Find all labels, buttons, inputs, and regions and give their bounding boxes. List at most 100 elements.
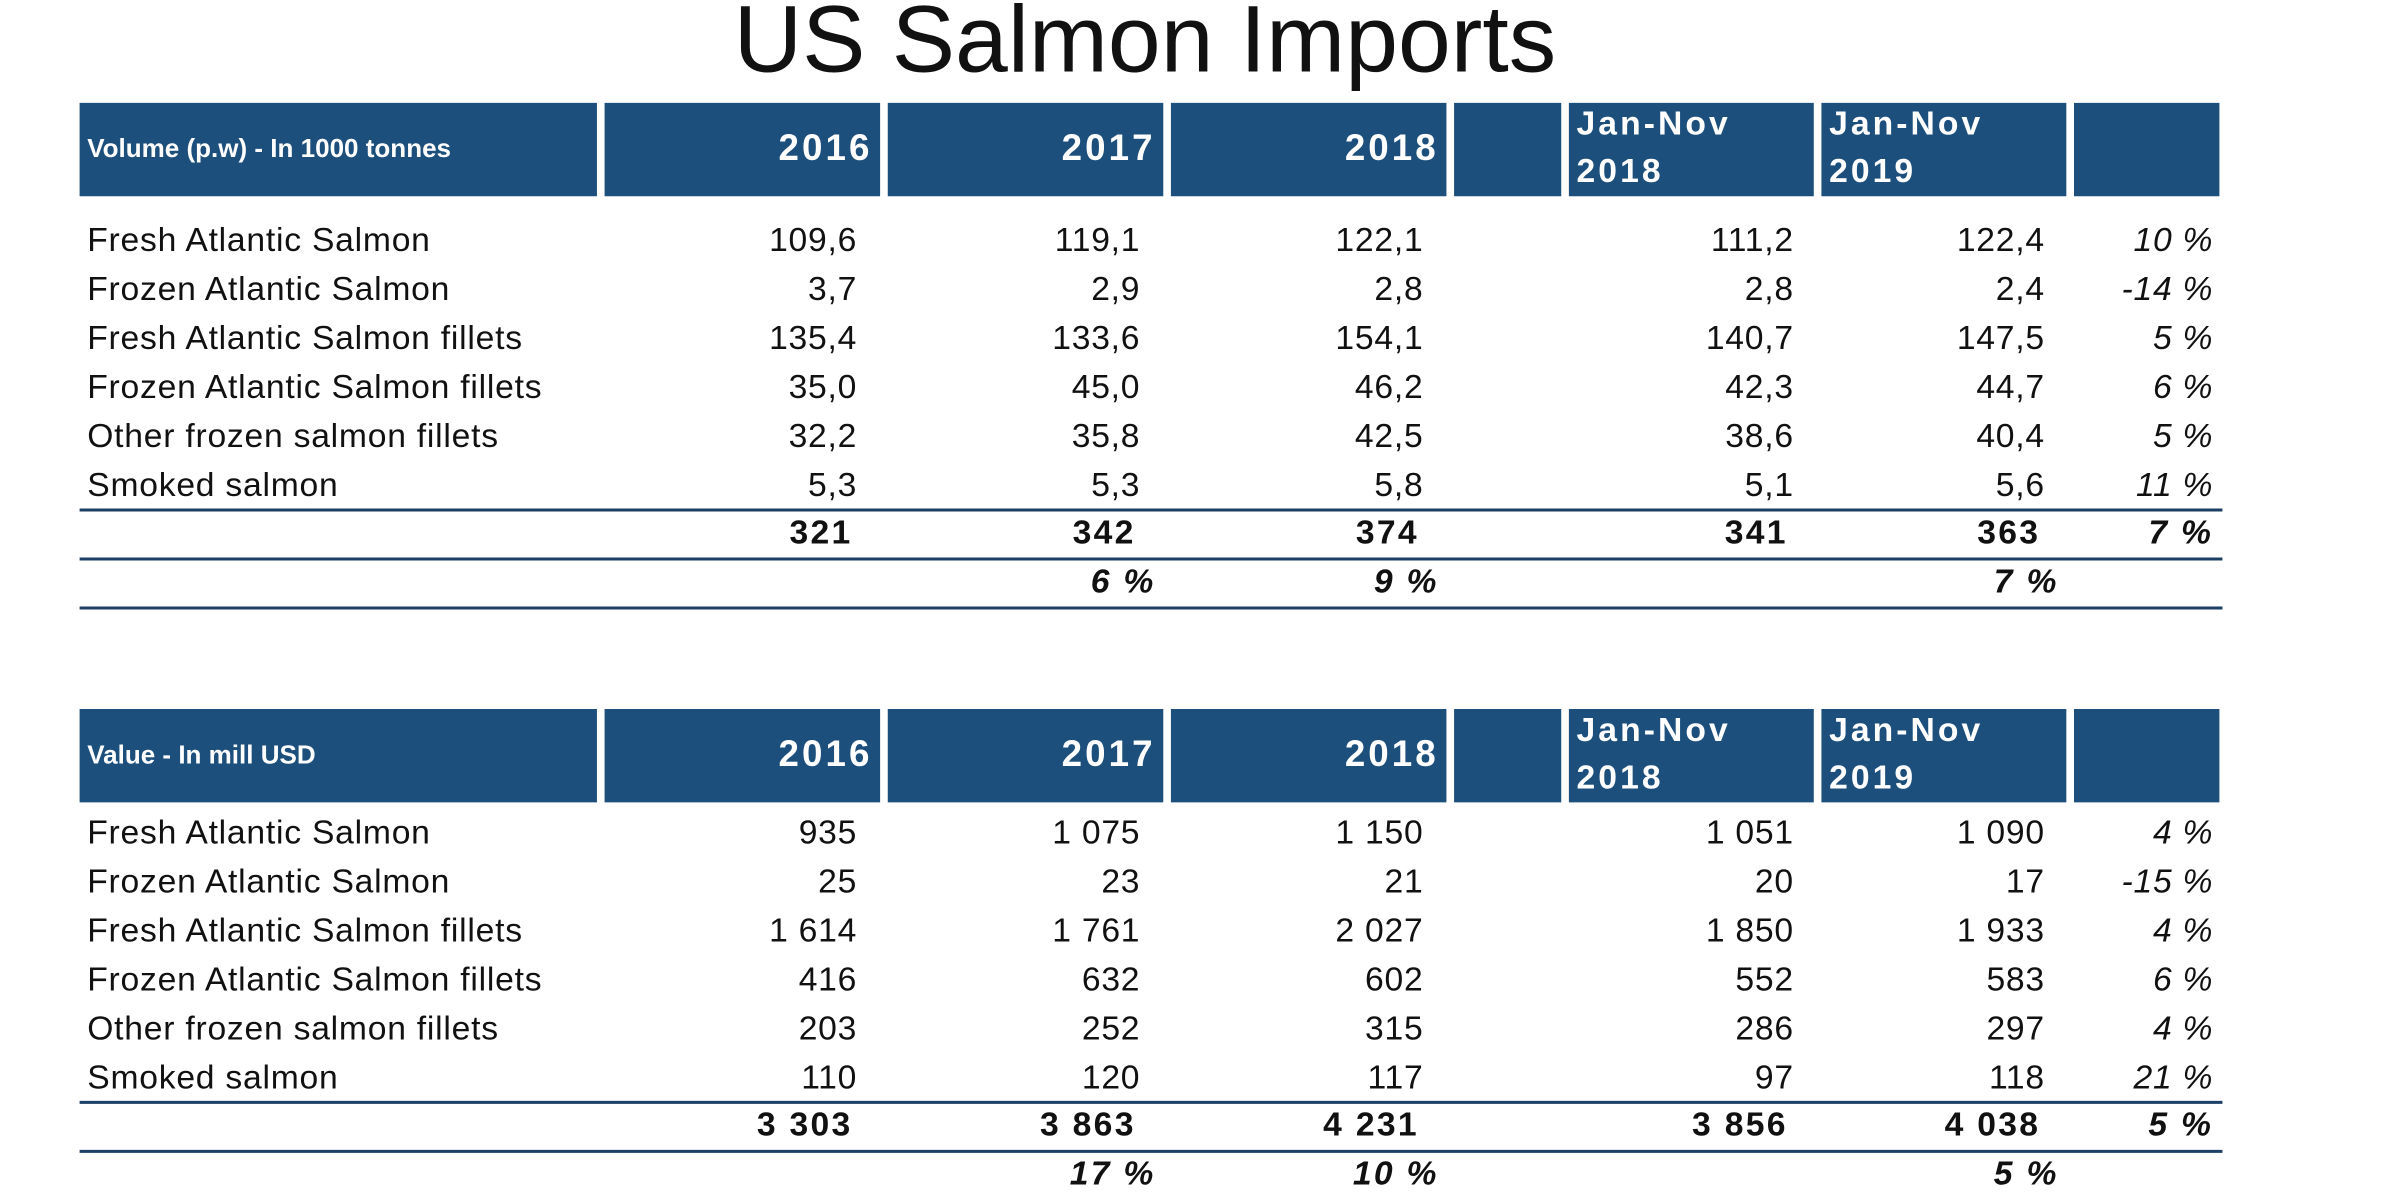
row-label: Fresh Atlantic Salmon fillets	[87, 320, 523, 357]
change-value: 6 %	[2153, 961, 2213, 998]
total-value: 341	[1725, 514, 1788, 551]
cell-value: 23	[1101, 863, 1140, 900]
cell-value: 583	[1986, 961, 2044, 998]
cell-value: 25	[818, 863, 857, 900]
cell-value: 2,8	[1374, 271, 1423, 308]
cell-value: 42,5	[1355, 418, 1424, 455]
column-header: 2017	[1062, 127, 1156, 168]
row-label: Other frozen salmon fillets	[87, 418, 499, 455]
total-value: 4 231	[1323, 1107, 1419, 1144]
header-cell	[887, 102, 1164, 197]
column-header: 2019	[1829, 153, 1916, 190]
column-header: 2016	[779, 127, 873, 168]
column-header: 2018	[1577, 759, 1664, 796]
column-header: 2017	[1062, 733, 1156, 774]
column-header: 2018	[1345, 733, 1439, 774]
cell-value: 1 090	[1957, 814, 2045, 851]
header-cell	[1821, 102, 2067, 197]
cell-value: 416	[799, 961, 857, 998]
cell-value: 45,0	[1072, 369, 1141, 406]
row-label: Frozen Atlantic Salmon fillets	[87, 961, 542, 998]
cell-value: 3,7	[808, 271, 857, 308]
row-label: Smoked salmon	[87, 1059, 338, 1096]
cell-value: 135,4	[769, 320, 857, 357]
header-cell	[604, 709, 881, 803]
row-label: Frozen Atlantic Salmon	[87, 863, 450, 900]
total-value: 321	[790, 514, 853, 551]
cell-value: 5,6	[1996, 467, 2045, 504]
change-value: 21 %	[2132, 1059, 2213, 1096]
total-value: 3 303	[757, 1107, 853, 1144]
cell-value: 2,4	[1996, 271, 2045, 308]
cell-value: 133,6	[1052, 320, 1140, 357]
column-header: 2018	[1577, 153, 1664, 190]
change-value: 4 %	[2153, 814, 2213, 851]
cell-value: 2,8	[1745, 271, 1794, 308]
change-value: 4 %	[2153, 912, 2213, 949]
header-cell	[1568, 709, 1814, 803]
cell-value: 1 761	[1052, 912, 1140, 949]
change-value: 5 %	[2153, 320, 2213, 357]
header-cell	[1454, 102, 1562, 197]
change-value: 4 %	[2153, 1010, 2213, 1047]
cell-value: 40,4	[1976, 418, 2045, 455]
cell-value: 5,3	[1091, 467, 1140, 504]
table-label: Value - In mill USD	[87, 739, 315, 769]
cell-value: 20	[1755, 863, 1794, 900]
cell-value: 252	[1082, 1010, 1140, 1047]
header-cell	[2073, 102, 2220, 197]
column-header: Jan-Nov	[1577, 106, 1731, 143]
total-change: 7 %	[2148, 514, 2213, 551]
row-label: Fresh Atlantic Salmon	[87, 222, 430, 259]
cell-value: 32,2	[789, 418, 858, 455]
header-cell	[1170, 102, 1447, 197]
column-header: Jan-Nov	[1829, 106, 1983, 143]
row-label: Frozen Atlantic Salmon	[87, 271, 450, 308]
cell-value: 203	[799, 1010, 857, 1047]
cell-value: 17	[2006, 863, 2045, 900]
growth-value: 17 %	[1070, 1156, 1156, 1193]
column-header: Jan-Nov	[1577, 712, 1731, 749]
header-cell	[1170, 709, 1447, 803]
cell-value: 110	[801, 1059, 857, 1096]
change-value: 10 %	[2133, 222, 2213, 259]
cell-value: 46,2	[1355, 369, 1424, 406]
total-value: 342	[1073, 514, 1136, 551]
change-value: 11 %	[2136, 467, 2213, 504]
cell-value: 1 150	[1335, 814, 1423, 851]
cell-value: 154,1	[1335, 320, 1423, 357]
column-header: 2016	[779, 733, 873, 774]
cell-value: 297	[1986, 1010, 2044, 1047]
cell-value: 111,2	[1711, 222, 1794, 259]
row-label: Fresh Atlantic Salmon fillets	[87, 912, 523, 949]
cell-value: 602	[1365, 961, 1423, 998]
total-value: 3 856	[1692, 1107, 1788, 1144]
change-value: 6 %	[2153, 369, 2213, 406]
cell-value: 147,5	[1957, 320, 2045, 357]
cell-value: 21	[1385, 863, 1424, 900]
cell-value: 315	[1365, 1010, 1423, 1047]
cell-value: 35,8	[1072, 418, 1141, 455]
cell-value: 1 075	[1052, 814, 1140, 851]
cell-value: 1 850	[1706, 912, 1794, 949]
header-cell	[1568, 102, 1814, 197]
column-header: 2018	[1345, 127, 1439, 168]
header-cell	[887, 709, 1164, 803]
cell-value: 552	[1735, 961, 1793, 998]
cell-value: 97	[1755, 1059, 1794, 1096]
header-cell	[1821, 709, 2067, 803]
row-label: Fresh Atlantic Salmon	[87, 814, 430, 851]
change-value: 5 %	[2153, 418, 2213, 455]
cell-value: 109,6	[769, 222, 857, 259]
cell-value: 2,9	[1091, 271, 1140, 308]
cell-value: 1 051	[1706, 814, 1794, 851]
row-label: Frozen Atlantic Salmon fillets	[87, 369, 542, 406]
change-value: -14 %	[2122, 271, 2214, 308]
cell-value: 117	[1368, 1059, 1424, 1096]
column-header: Jan-Nov	[1829, 712, 1983, 749]
cell-value: 120	[1082, 1059, 1140, 1096]
cell-value: 5,8	[1374, 467, 1423, 504]
total-value: 363	[1977, 514, 2040, 551]
growth-value: 10 %	[1353, 1156, 1439, 1193]
